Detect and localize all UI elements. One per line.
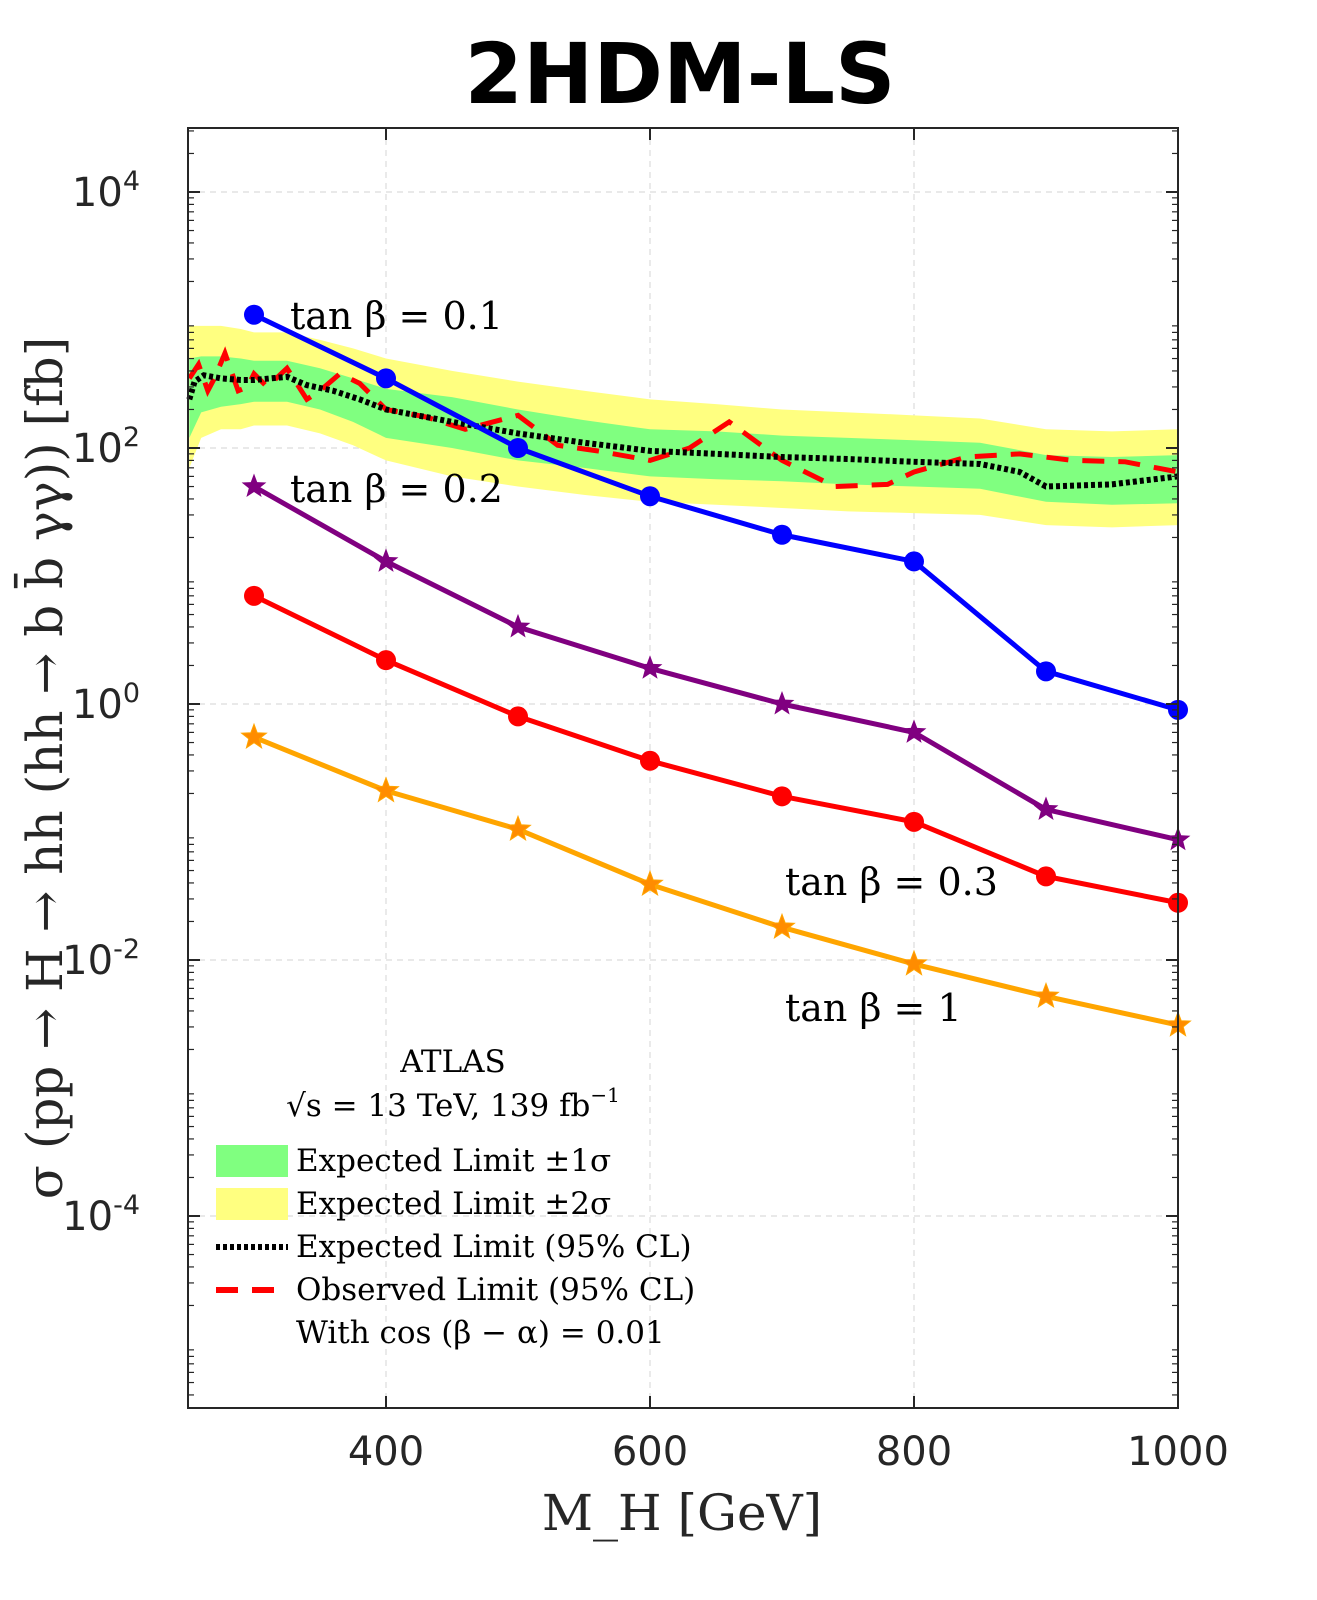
- expected-limit-line: [186, 372, 1179, 490]
- series-0-point-300: [244, 304, 264, 325]
- series-line-3: [253, 734, 1179, 1028]
- x-axis-label: M_H [GeV]: [542, 1484, 822, 1542]
- legend-label-1sigma: Expected Limit ±1σ: [296, 1143, 611, 1179]
- y-tick-base--2: 10: [62, 938, 113, 984]
- band-1sigma-layer: [189, 356, 1178, 505]
- observed-limit-line: [187, 346, 1179, 490]
- series-2-point-900: [1036, 866, 1056, 887]
- legend-label-observed: Observed Limit (95% CL): [296, 1272, 695, 1308]
- chart-title: 2HDM-LS: [465, 25, 896, 123]
- y-tick-label--2: 10-2: [62, 934, 140, 984]
- series-3-point-400: [372, 776, 400, 803]
- y-tick-label--4: 10-4: [62, 1190, 140, 1240]
- x-tick-label-800: 800: [876, 1429, 952, 1475]
- series-0-point-600: [640, 486, 660, 507]
- legend-header-energy-text: √s = 13 TeV, 139 fb: [286, 1088, 590, 1124]
- annotation-tanb-0-2: tan β = 0.2: [290, 467, 503, 511]
- series-1-point-500: [505, 613, 531, 638]
- y-tick-exp--2: -2: [113, 934, 140, 965]
- y-tick-exp-2: 2: [123, 422, 140, 453]
- y-tick-base-2: 10: [72, 426, 123, 472]
- legend-label-2sigma: Expected Limit ±2σ: [296, 1186, 611, 1222]
- annotation-tanb-0-3: tan β = 0.3: [785, 860, 998, 904]
- series-1-point-600: [637, 655, 663, 679]
- series-1-point-700: [769, 691, 795, 715]
- series-3-point-500: [504, 814, 532, 841]
- series-line-2: [252, 593, 1179, 906]
- x-tick-label-1000: 1000: [1127, 1429, 1229, 1475]
- legend-header-energy: √s = 13 TeV, 139 fb−1: [286, 1083, 620, 1124]
- legend-swatch-1sigma: [216, 1145, 288, 1177]
- x-tick-label-600: 600: [612, 1429, 688, 1475]
- x-tick-label-400: 400: [348, 1429, 424, 1475]
- series-2-point-400: [376, 650, 396, 671]
- y-tick-base-4: 10: [72, 170, 123, 216]
- legend-footer: With cos (β − α) = 0.01: [296, 1315, 665, 1351]
- series-0-point-800: [904, 551, 924, 572]
- series-1-point-900: [1033, 796, 1059, 820]
- series-3-point-900: [1032, 981, 1060, 1009]
- series-line-0: [252, 312, 1179, 713]
- series-1-point-400: [373, 548, 399, 572]
- series-3-point-700: [768, 912, 796, 939]
- series-2-point-700: [772, 786, 792, 807]
- annotation-tanb-1: tan β = 1: [785, 986, 962, 1030]
- series-2-point-300: [244, 585, 264, 606]
- y-tick-base--4: 10: [62, 1194, 113, 1240]
- series-2-point-600: [640, 750, 660, 771]
- series-0-point-500: [508, 438, 528, 458]
- band-1sigma: [189, 356, 1178, 505]
- y-tick-exp-4: 4: [123, 166, 140, 197]
- legend-header-energy-sup: −1: [590, 1083, 619, 1107]
- series-2-point-500: [508, 706, 528, 727]
- y-axis-label: σ (pp → H → hh (hh → b b̄ γγ)) [fb]: [13, 337, 74, 1199]
- plot-frame: [187, 127, 1179, 1409]
- y-tick-label-4: 104: [72, 166, 140, 216]
- series-0-point-700: [772, 524, 792, 545]
- x-axis-ticks: 400 600 800 1000: [348, 128, 1229, 1475]
- minor-ticks: [188, 130, 1178, 1396]
- legend-swatch-2sigma: [216, 1188, 288, 1220]
- series-3-point-300: [240, 722, 268, 749]
- legend: ATLAS √s = 13 TeV, 139 fb−1 Expected Lim…: [216, 1044, 695, 1351]
- y-tick-label-2: 102: [72, 422, 140, 472]
- y-tick-exp-0: 0: [123, 678, 140, 709]
- legend-label-expected: Expected Limit (95% CL): [296, 1229, 692, 1265]
- series-layer: [240, 304, 1192, 1037]
- series-2-point-800: [904, 811, 924, 832]
- y-tick-label-0: 100: [72, 678, 140, 728]
- limit-lines-layer: [186, 346, 1179, 490]
- y-tick-exp--4: -4: [113, 1190, 140, 1221]
- series-1-point-800: [901, 719, 927, 743]
- series-0-point-900: [1036, 661, 1056, 682]
- series-1-point-300: [241, 473, 267, 497]
- series-line-1: [252, 484, 1179, 843]
- y-tick-base-0: 10: [72, 682, 123, 728]
- series-3-point-800: [900, 949, 928, 976]
- legend-header-atlas: ATLAS: [399, 1044, 506, 1080]
- series-3-point-600: [636, 869, 664, 897]
- series-0-point-400: [376, 368, 396, 389]
- annotation-tanb-0-1: tan β = 0.1: [290, 294, 503, 338]
